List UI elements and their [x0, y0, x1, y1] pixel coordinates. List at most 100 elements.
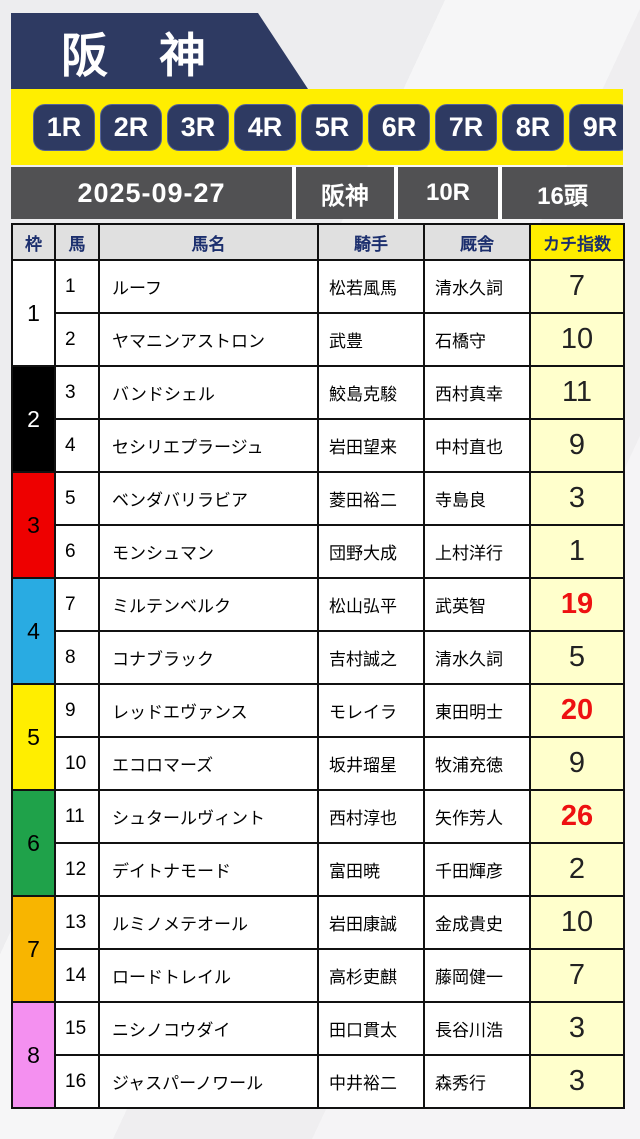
jockey-name: 高杉吏麒	[317, 948, 425, 1003]
horse-number: 5	[54, 471, 100, 526]
jockey-name: 西村淳也	[317, 789, 425, 844]
race-tab-9r[interactable]: 9R	[569, 103, 623, 151]
horse-name[interactable]: ヤマニンアストロン	[98, 312, 319, 367]
horse-name[interactable]: ルミノメテオール	[98, 895, 319, 950]
jockey-name: 松若風馬	[317, 259, 425, 314]
horse-name[interactable]: モンシュマン	[98, 524, 319, 579]
table-row: 12 デイトナモード 富田暁 千田輝彦 2	[12, 842, 625, 897]
jockey-name: 中井裕二	[317, 1054, 425, 1109]
stable-name: 森秀行	[423, 1054, 531, 1109]
table-row: 2 3 バンドシェル 鮫島克駿 西村真幸 11	[11, 365, 625, 473]
stable-name: 武英智	[423, 577, 531, 632]
stable-name: 西村真幸	[423, 365, 531, 420]
track-banner: 阪 神	[11, 13, 308, 89]
table-row: 6 11 シュタールヴィント 西村淳也 矢作芳人 26	[11, 789, 625, 897]
header-jockey: 騎手	[317, 223, 425, 261]
track-title: 阪 神	[61, 28, 208, 82]
race-tab-2r[interactable]: 2R	[100, 103, 162, 151]
stable-name: 清水久詞	[423, 630, 531, 685]
race-tab-3r[interactable]: 3R	[167, 103, 229, 151]
kachi-index-value: 9	[529, 418, 625, 473]
horse-name[interactable]: ニシノコウダイ	[98, 1001, 319, 1056]
table-row: 8 15 ニシノコウダイ 田口貫太 長谷川浩 3	[11, 1001, 625, 1109]
table-row: 1 1 ルーフ 松若風馬 清水久詞 7	[11, 259, 625, 367]
horse-number: 11	[54, 789, 100, 844]
horse-name[interactable]: デイトナモード	[98, 842, 319, 897]
table-row: 10 エコロマーズ 坂井瑠星 牧浦充徳 9	[12, 736, 625, 791]
jockey-name: 富田暁	[317, 842, 425, 897]
jockey-name: 団野大成	[317, 524, 425, 579]
table-row: 3 5 ベンダバリラビア 菱田裕二 寺島良 3	[11, 471, 625, 579]
jockey-name: モレイラ	[317, 683, 425, 738]
horse-name[interactable]: ロードトレイル	[98, 948, 319, 1003]
horse-name[interactable]: コナブラック	[98, 630, 319, 685]
horse-name[interactable]: エコロマーズ	[98, 736, 319, 791]
kachi-index-value: 7	[529, 259, 625, 314]
stable-name: 長谷川浩	[423, 1001, 531, 1056]
stable-name: 石橋守	[423, 312, 531, 367]
horse-name[interactable]: シュタールヴィント	[98, 789, 319, 844]
horse-number: 4	[54, 418, 100, 473]
kachi-index-value: 3	[529, 1054, 625, 1109]
horse-number: 10	[54, 736, 100, 791]
race-info-bar: 2025-09-27 阪神 10R 16頭	[11, 167, 623, 219]
horse-number: 3	[54, 365, 100, 420]
kachi-index-value: 3	[529, 471, 625, 526]
kachi-index-value: 20	[529, 683, 625, 738]
stable-name: 藤岡健一	[423, 948, 531, 1003]
race-tab-5r[interactable]: 5R	[301, 103, 363, 151]
table-header-row: 枠 馬 馬名 騎手 厩舎 カチ指数	[11, 223, 625, 261]
header-horse-no: 馬	[54, 223, 100, 261]
header-frame: 枠	[11, 223, 56, 261]
stable-name: 寺島良	[423, 471, 531, 526]
frame-cell: 4	[11, 577, 56, 685]
horse-number: 1	[54, 259, 100, 314]
race-tab-6r[interactable]: 6R	[368, 103, 430, 151]
horse-name[interactable]: ルーフ	[98, 259, 319, 314]
jockey-name: 坂井瑠星	[317, 736, 425, 791]
race-tab-1r[interactable]: 1R	[33, 103, 95, 151]
kachi-index-value: 5	[529, 630, 625, 685]
stable-name: 清水久詞	[423, 259, 531, 314]
horse-name[interactable]: バンドシェル	[98, 365, 319, 420]
frame-cell: 8	[11, 1001, 56, 1109]
jockey-name: 岩田康誠	[317, 895, 425, 950]
table-row: 8 コナブラック 吉村誠之 清水久詞 5	[12, 630, 625, 685]
race-tab-8r[interactable]: 8R	[502, 103, 564, 151]
header-stable: 厩舎	[423, 223, 531, 261]
header-horse-name: 馬名	[98, 223, 319, 261]
stable-name: 牧浦充徳	[423, 736, 531, 791]
table-row: 7 13 ルミノメテオール 岩田康誠 金成貴史 10	[11, 895, 625, 1003]
horse-number: 14	[54, 948, 100, 1003]
header-kachi-index: カチ指数	[529, 223, 625, 261]
jockey-name: 岩田望来	[317, 418, 425, 473]
race-date: 2025-09-27	[11, 167, 292, 219]
horse-number: 6	[54, 524, 100, 579]
kachi-index-value: 10	[529, 895, 625, 950]
kachi-index-value: 10	[529, 312, 625, 367]
horse-number: 15	[54, 1001, 100, 1056]
jockey-name: 武豊	[317, 312, 425, 367]
table-row: 5 9 レッドエヴァンス モレイラ 東田明士 20	[11, 683, 625, 791]
horse-name[interactable]: ジャスパーノワール	[98, 1054, 319, 1109]
entry-table: 枠 馬 馬名 騎手 厩舎 カチ指数 1 1 ルーフ 松若風馬 清水久詞 7 2 ヤマニンアスト…	[11, 223, 625, 1109]
race-tab-4r[interactable]: 4R	[234, 103, 296, 151]
race-tab-7r[interactable]: 7R	[435, 103, 497, 151]
horse-name[interactable]: セシリエプラージュ	[98, 418, 319, 473]
jockey-name: 吉村誠之	[317, 630, 425, 685]
jockey-name: 田口貫太	[317, 1001, 425, 1056]
race-track: 阪神	[296, 167, 394, 219]
horse-name[interactable]: ベンダバリラビア	[98, 471, 319, 526]
table-row: 14 ロードトレイル 高杉吏麒 藤岡健一 7	[12, 948, 625, 1003]
table-row: 4 セシリエプラージュ 岩田望来 中村直也 9	[12, 418, 625, 473]
horse-name[interactable]: レッドエヴァンス	[98, 683, 319, 738]
jockey-name: 鮫島克駿	[317, 365, 425, 420]
stable-name: 東田明士	[423, 683, 531, 738]
table-row: 16 ジャスパーノワール 中井裕二 森秀行 3	[12, 1054, 625, 1109]
kachi-index-value: 11	[529, 365, 625, 420]
table-row: 6 モンシュマン 団野大成 上村洋行 1	[12, 524, 625, 579]
frame-cell: 6	[11, 789, 56, 897]
kachi-index-value: 9	[529, 736, 625, 791]
horse-name[interactable]: ミルテンベルク	[98, 577, 319, 632]
kachi-index-value: 26	[529, 789, 625, 844]
